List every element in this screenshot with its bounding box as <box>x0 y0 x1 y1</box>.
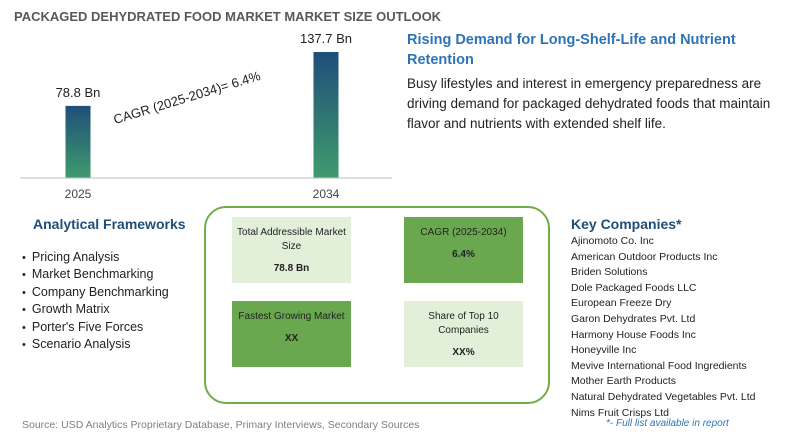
company-item: Honeyville Inc <box>571 344 637 357</box>
bar-2034 <box>313 52 339 178</box>
cagr-card-label: CAGR (2025-2034) <box>420 227 507 238</box>
company-item: Dole Packaged Foods LLC <box>571 281 697 294</box>
metrics-panel <box>204 206 550 404</box>
source-note: Source: USD Analytics Proprietary Databa… <box>22 419 420 431</box>
framework-item: Porter's Five Forces <box>22 319 169 336</box>
framework-item: Market Benchmarking <box>22 266 169 283</box>
company-item: Ajinomoto Co. Inc <box>571 235 654 247</box>
framework-item: Scenario Analysis <box>22 336 169 353</box>
framework-item: Company Benchmarking <box>22 284 169 301</box>
fastest-label: Fastest Growing Market <box>238 311 345 322</box>
fastest-card: Fastest Growing Market XX <box>232 301 351 367</box>
tam-label: Total Addressible Market Size <box>237 227 346 252</box>
fastest-value: XX <box>284 333 299 344</box>
bar-2025 <box>65 105 91 178</box>
framework-item: Growth Matrix <box>22 301 169 318</box>
cagr-card-value: 6.4% <box>452 249 475 260</box>
framework-item: Pricing Analysis <box>22 249 169 266</box>
company-item: Mevive International Food Ingredients <box>571 359 747 372</box>
share-value: XX% <box>452 347 475 358</box>
companies-title: Key Companies* <box>571 216 682 232</box>
companies-note: *- Full list available in report <box>606 418 729 429</box>
company-item: Natural Dehydrated Vegetables Pvt. Ltd <box>571 390 756 403</box>
value-label-2025: 78.8 Bn <box>56 85 101 100</box>
bar-chart: 78.8 Bn 2025 137.7 Bn 2034 <box>20 31 392 201</box>
frameworks-list: Pricing Analysis Market Benchmarking Com… <box>22 249 169 353</box>
frameworks-title: Analytical Frameworks <box>33 216 186 232</box>
share-label: Share of Top 10 Companies <box>428 311 499 336</box>
company-item: Nims Fruit Crisps Ltd <box>571 406 670 419</box>
company-item: Mother Earth Products <box>571 375 677 388</box>
company-item: European Freeze Dry <box>571 297 672 310</box>
headline: Rising Demand for Long-Shelf-Life and Nu… <box>407 32 736 68</box>
company-item: Briden Solutions <box>571 266 648 279</box>
value-label-2034: 137.7 Bn <box>300 31 352 46</box>
tick-label-2025: 2025 <box>65 187 92 201</box>
cagr-card: CAGR (2025-2034) 6.4% <box>404 217 523 283</box>
company-item: Harmony House Foods Inc <box>571 328 696 341</box>
tam-value: 78.8 Bn <box>273 263 310 274</box>
page-title: PACKAGED DEHYDRATED FOOD MARKET MARKET S… <box>14 9 442 24</box>
description: Busy lifestyles and interest in emergenc… <box>407 76 771 131</box>
company-item: American Outdoor Products Inc <box>571 250 718 263</box>
tick-label-2034: 2034 <box>313 187 340 201</box>
share-card: Share of Top 10 Companies XX% <box>404 301 523 367</box>
companies-list: Ajinomoto Co. Inc American Outdoor Produ… <box>571 234 755 421</box>
tam-card: Total Addressible Market Size 78.8 Bn <box>232 217 351 283</box>
company-item: Garon Dehydrates Pvt. Ltd <box>571 312 696 325</box>
